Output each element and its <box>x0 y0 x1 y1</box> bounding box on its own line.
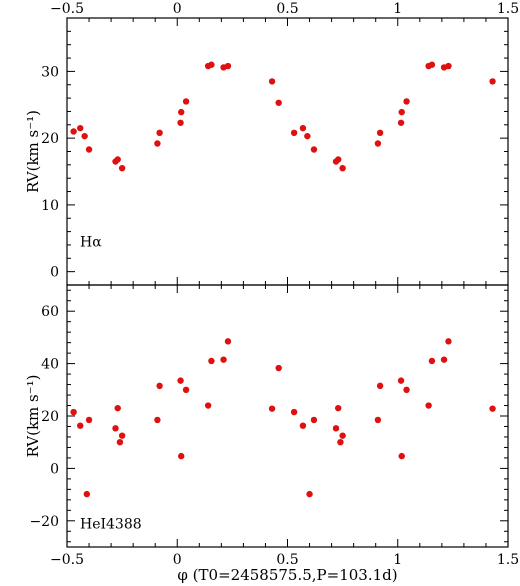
y-tick-label: 20 <box>41 131 59 147</box>
x-tick-label: 0 <box>173 1 182 17</box>
data-point <box>332 425 340 432</box>
data-point <box>403 98 410 105</box>
y-tick-label: 10 <box>41 198 59 214</box>
data-point <box>445 338 452 345</box>
data-point <box>445 62 452 70</box>
data-point <box>337 439 344 446</box>
x-tick-label: 1.5 <box>497 1 519 17</box>
data-point <box>177 119 184 126</box>
x-tick-label: 1 <box>393 552 402 568</box>
data-point <box>268 405 276 412</box>
data-point <box>299 124 307 132</box>
data-point <box>440 356 448 363</box>
data-point <box>224 338 232 345</box>
y-tick-label: −20 <box>29 514 59 530</box>
data-point <box>114 156 121 163</box>
halpha-panel: 0 10 20 30 −0.5 0 0.5 1 1.5 RV(km s⁻¹) Hα <box>24 1 519 286</box>
data-point <box>304 132 311 140</box>
data-point <box>182 98 190 105</box>
x-tick-label: 0.5 <box>276 552 298 568</box>
data-point <box>374 140 382 147</box>
data-point <box>154 140 161 147</box>
y-tick-label: 20 <box>41 409 59 425</box>
data-point <box>177 377 184 384</box>
y-tick-label: 60 <box>41 304 59 320</box>
data-point <box>154 416 161 424</box>
x-tick-label: −0.5 <box>50 552 84 568</box>
hei4388-panel: −20 0 20 40 60 −0.5 0 0.5 1 1.5 RV(km s⁻¹) HeI4388 <box>24 284 519 568</box>
data-point <box>310 416 318 424</box>
data-point <box>489 405 496 412</box>
data-point <box>376 382 384 390</box>
data-point <box>310 146 318 153</box>
data-point <box>85 146 93 153</box>
data-point <box>306 490 313 498</box>
data-point <box>428 357 436 365</box>
data-point <box>268 78 276 85</box>
data-point <box>118 164 126 172</box>
data-point <box>398 452 405 460</box>
data-point <box>83 490 91 498</box>
data-point <box>70 408 77 416</box>
data-point <box>77 124 84 132</box>
data-point <box>299 422 307 429</box>
data-point <box>204 402 212 409</box>
panel-line-label: HeI4388 <box>80 517 142 533</box>
data-point <box>81 132 88 140</box>
data-point <box>114 404 121 412</box>
x-tick-label: −0.5 <box>50 1 84 17</box>
data-point <box>376 129 384 137</box>
y-axis-label: RV(km s⁻¹) <box>24 110 42 193</box>
y-tick-label: 40 <box>41 357 59 373</box>
data-point <box>118 432 126 439</box>
plot-frame <box>66 284 509 548</box>
data-point <box>397 377 405 384</box>
data-point <box>339 432 346 439</box>
data-point <box>397 119 405 126</box>
x-axis-label: φ (T0=2458575.5,P=103.1d) <box>177 566 397 584</box>
data-point <box>335 156 342 163</box>
plot-frame <box>66 17 509 286</box>
data-point <box>339 164 346 172</box>
data-point <box>275 99 282 106</box>
data-point <box>208 357 215 365</box>
y-axis-label: RV(km s⁻¹) <box>24 374 42 457</box>
data-point <box>85 416 93 424</box>
x-tick-label: 1.5 <box>497 552 519 568</box>
data-point <box>178 108 185 116</box>
data-point <box>182 386 190 393</box>
data-point <box>425 402 432 409</box>
data-point <box>489 78 496 85</box>
data-point <box>156 382 163 390</box>
x-tick-label: 1 <box>393 1 402 17</box>
panel-line-label: Hα <box>80 234 102 250</box>
y-tick-label: 0 <box>50 461 59 477</box>
data-point <box>77 422 84 429</box>
data-point <box>335 404 342 412</box>
data-point <box>220 356 227 363</box>
data-point <box>398 108 405 116</box>
data-point <box>374 416 382 424</box>
data-point <box>428 61 436 68</box>
x-tick-label: 0 <box>173 552 182 568</box>
x-tick-label: 0.5 <box>276 1 298 17</box>
data-point <box>290 408 298 416</box>
y-tick-label: 0 <box>50 265 59 281</box>
y-tick-label: 30 <box>41 64 59 80</box>
data-point <box>70 128 77 135</box>
data-point <box>290 129 298 137</box>
data-point <box>224 62 232 70</box>
data-point <box>112 425 119 432</box>
data-point <box>178 452 185 460</box>
data-point <box>403 386 410 393</box>
data-point <box>156 129 163 137</box>
data-point <box>208 61 215 68</box>
data-point <box>116 439 124 446</box>
data-point <box>275 364 282 372</box>
